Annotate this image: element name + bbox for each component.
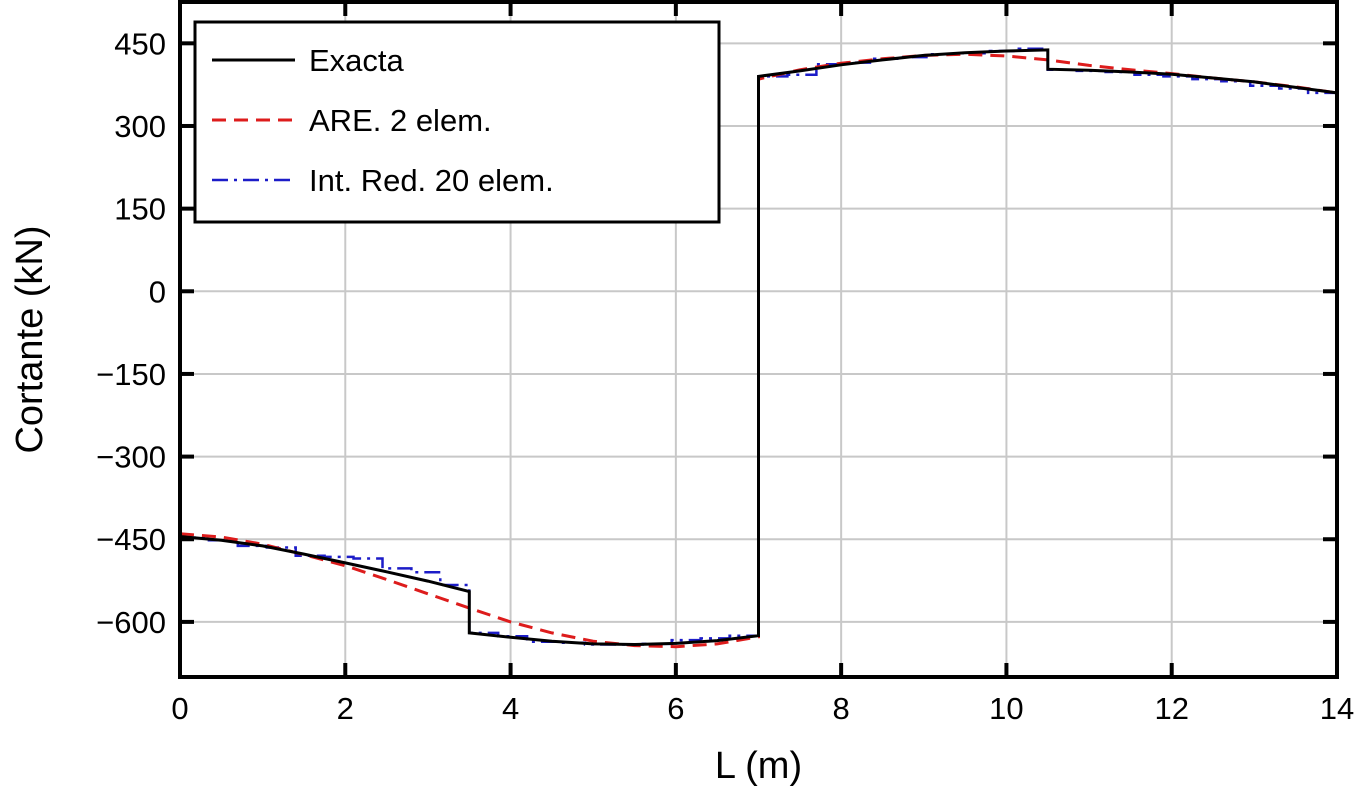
y-tick-label: 150 [114, 192, 166, 227]
series-layer [179, 47, 1338, 649]
x-tick-label: 2 [337, 691, 354, 726]
tick-labels: 0 2 4 6 8 10 12 14 −600 −450 −300 −150 0 150 300 450 [96, 26, 1354, 726]
legend-box [193, 20, 721, 224]
legend-label: ARE. 2 elem. [309, 103, 492, 138]
legend: Exacta ARE. 2 elem. Int. Red. 20 elem. [193, 20, 721, 224]
y-tick-label: −450 [96, 522, 166, 557]
series-line-0 [179, 48, 1338, 647]
x-tick-label: 6 [667, 691, 684, 726]
x-tick-label: 8 [833, 691, 850, 726]
y-tick-label: 450 [114, 26, 166, 61]
x-tick-label: 10 [989, 691, 1023, 726]
y-tick-label: −600 [96, 605, 166, 640]
y-tick-label: 300 [114, 109, 166, 144]
y-tick-label: −300 [96, 440, 166, 475]
legend-label: Int. Red. 20 elem. [309, 163, 554, 198]
x-tick-label: 0 [171, 691, 188, 726]
series-line-1 [179, 52, 1338, 649]
x-tick-label: 4 [502, 691, 519, 726]
plot-frame [178, 0, 1339, 679]
y-tick-label: −150 [96, 357, 166, 392]
y-tick-label: 0 [149, 274, 166, 309]
x-tick-label: 14 [1320, 691, 1354, 726]
y-axis-title: Cortante (kN) [9, 225, 51, 453]
x-axis-title: L (m) [715, 745, 802, 787]
x-tick-label: 12 [1154, 691, 1188, 726]
legend-label: Exacta [309, 43, 405, 78]
